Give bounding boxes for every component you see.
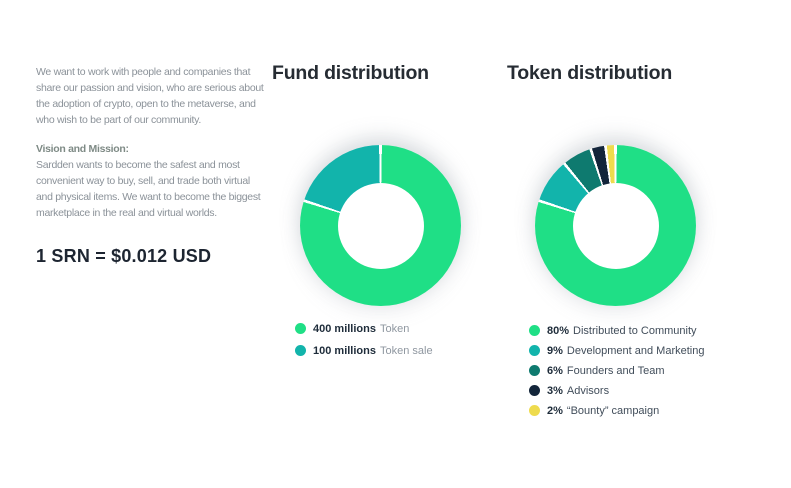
legend-value: 2% xyxy=(547,404,563,417)
legend-value: 9% xyxy=(547,344,563,357)
intro-paragraph: We want to work with people and companie… xyxy=(36,66,264,126)
legend-dot-navy xyxy=(529,385,540,396)
legend-label: Founders and Team xyxy=(566,364,665,377)
legend-value: 400 millions xyxy=(313,322,376,335)
legend-item: 6% Founders and Team xyxy=(529,363,704,378)
vision-mission-heading: Vision and Mission: xyxy=(36,143,129,155)
legend-dot-dark-teal xyxy=(529,365,540,376)
fund-distribution-title: Fund distribution xyxy=(272,62,429,84)
legend-dot-teal xyxy=(295,345,306,356)
legend-dot-green xyxy=(529,325,540,336)
legend-item: 3% Advisors xyxy=(529,383,704,398)
legend-value: 80% xyxy=(547,324,570,337)
legend-value: 100 millions xyxy=(313,344,376,357)
legend-item: 9% Development and Marketing xyxy=(529,343,704,358)
legend-label: Token xyxy=(379,322,410,335)
legend-item: 80% Distributed to Community xyxy=(529,323,704,338)
legend-value: 6% xyxy=(547,364,563,377)
legend-label: Advisors xyxy=(566,384,610,397)
fund-distribution-legend: 400 millions Token 100 millions Token sa… xyxy=(295,321,433,365)
legend-label: Token sale xyxy=(379,344,433,357)
legend-value: 3% xyxy=(547,384,563,397)
donut-hole xyxy=(337,182,424,269)
legend-item: 400 millions Token xyxy=(295,321,433,336)
legend-dot-yellow xyxy=(529,405,540,416)
fund-distribution-donut-chart xyxy=(300,145,461,306)
legend-dot-teal xyxy=(529,345,540,356)
legend-label: Development and Marketing xyxy=(566,344,705,357)
intro-text-block: We want to work with people and companie… xyxy=(36,64,276,221)
legend-dot-green xyxy=(295,323,306,334)
legend-item: 2% “Bounty” campaign xyxy=(529,403,704,418)
token-distribution-donut-chart xyxy=(535,145,696,306)
legend-label: “Bounty” campaign xyxy=(566,404,660,417)
token-distribution-legend: 80% Distributed to Community 9% Developm… xyxy=(529,323,704,423)
token-distribution-title: Token distribution xyxy=(507,62,673,84)
vision-mission-body: Sardden wants to become the safest and m… xyxy=(36,159,261,219)
legend-item: 100 millions Token sale xyxy=(295,343,433,358)
legend-label: Distributed to Community xyxy=(573,324,697,337)
token-price-line: 1 SRN = $0.012 USD xyxy=(36,246,212,266)
donut-hole xyxy=(572,182,659,269)
